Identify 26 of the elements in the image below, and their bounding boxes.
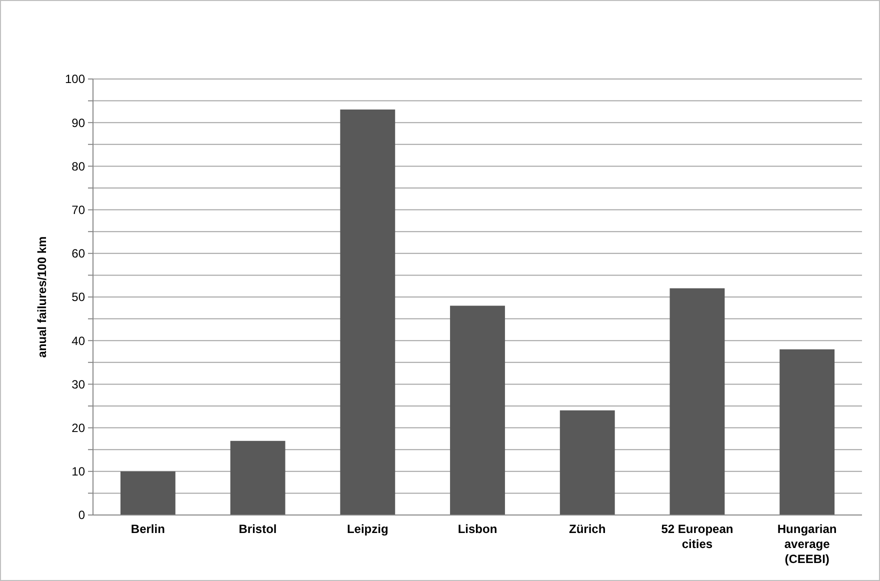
y-tick-label: 90 [72,116,86,130]
x-tick-label: 52 European cities [661,522,734,551]
x-tick-label: Berlin [130,522,165,536]
x-tick-label: Lisbon [458,522,498,536]
bar [230,440,286,515]
bar [560,410,615,515]
bar [340,110,396,515]
y-tick-label: 70 [72,203,86,217]
y-tick-label: 30 [72,377,86,392]
x-tick-label: Hungarian average (CEEBI) [777,522,837,566]
y-tick-label: 10 [72,464,86,479]
y-tick-label: 20 [72,421,86,435]
y-tick-label: 0 [78,508,86,522]
y-tick-label: 60 [72,246,86,261]
bar [780,349,835,515]
bar [120,471,176,515]
y-tick-label: 100 [64,72,86,86]
bar [670,288,725,515]
y-tick-label: 80 [72,159,86,174]
x-tick-label: Bristol [238,522,277,536]
x-tick-label: Leipzig [346,522,388,536]
y-axis-title: anual failures/100 km [35,236,49,358]
x-tick-label: Zürich [569,522,606,536]
bar [450,306,505,515]
y-tick-label: 40 [72,334,86,348]
y-tick-label: 50 [72,290,86,304]
